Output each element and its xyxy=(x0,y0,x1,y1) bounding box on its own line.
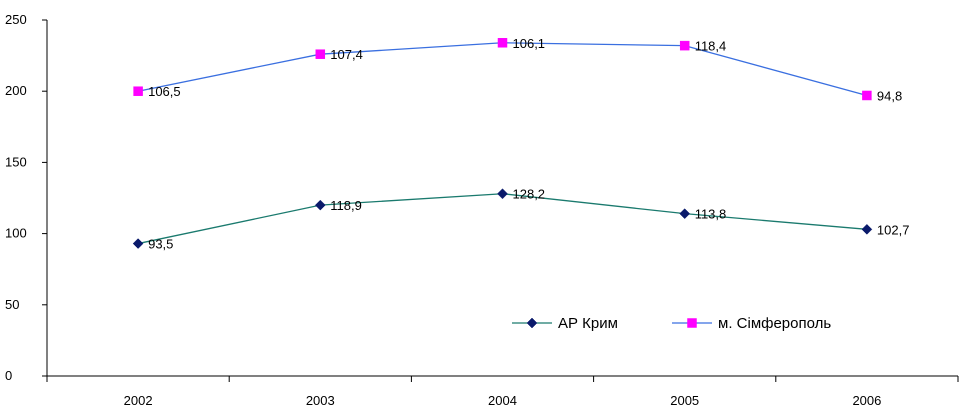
diamond-marker xyxy=(314,199,326,211)
y-tick-label: 100 xyxy=(5,226,27,241)
x-tick-label: 2006 xyxy=(852,393,881,408)
diamond-marker xyxy=(526,317,538,329)
diamond-marker xyxy=(132,238,144,249)
data-labels: 93,5 118,9 128,2 113,8 102,7 106,5 107,4 106,1 1… xyxy=(148,36,909,252)
legend-label: м. Сімферополь xyxy=(718,315,831,332)
square-marker xyxy=(679,40,690,51)
y-tick-label: 150 xyxy=(5,154,27,169)
legend-label: АР Крим xyxy=(558,315,618,332)
data-label: 113,8 xyxy=(695,207,727,222)
axes: 0 50 100 150 200 250 2002 2003 2004 2005 2006 xyxy=(5,12,959,408)
square-marker xyxy=(497,38,508,48)
square-marker xyxy=(133,86,143,96)
y-tick-label: 250 xyxy=(5,12,27,27)
square-marker xyxy=(862,90,872,101)
series-line-0 xyxy=(137,193,867,245)
data-label: 102,7 xyxy=(877,222,910,237)
y-tick-label: 200 xyxy=(5,83,27,98)
x-tick-label: 2004 xyxy=(488,393,517,408)
diamond-marker xyxy=(861,223,873,235)
data-label: 107,4 xyxy=(330,47,363,62)
series-markers xyxy=(132,38,873,249)
square-marker xyxy=(687,318,697,328)
data-label: 94,8 xyxy=(877,88,902,103)
data-label: 106,5 xyxy=(148,84,181,99)
x-tick-label: 2003 xyxy=(306,393,335,408)
x-tick-label: 2002 xyxy=(124,393,153,408)
series-lines xyxy=(137,42,868,245)
y-tick-label: 0 xyxy=(5,368,12,383)
data-label: 118,4 xyxy=(695,39,727,54)
data-label: 118,9 xyxy=(330,198,362,213)
square-marker xyxy=(315,49,326,59)
data-label: 128,2 xyxy=(513,187,546,202)
diamond-marker xyxy=(497,188,508,200)
y-tick-label: 50 xyxy=(5,297,19,312)
data-label: 93,5 xyxy=(148,237,173,252)
legend: АР Крим м. Сімферополь xyxy=(512,315,831,332)
series-line-1 xyxy=(137,42,868,97)
diamond-marker xyxy=(679,208,691,220)
data-label: 106,1 xyxy=(513,36,546,51)
x-tick-label: 2005 xyxy=(670,393,699,408)
